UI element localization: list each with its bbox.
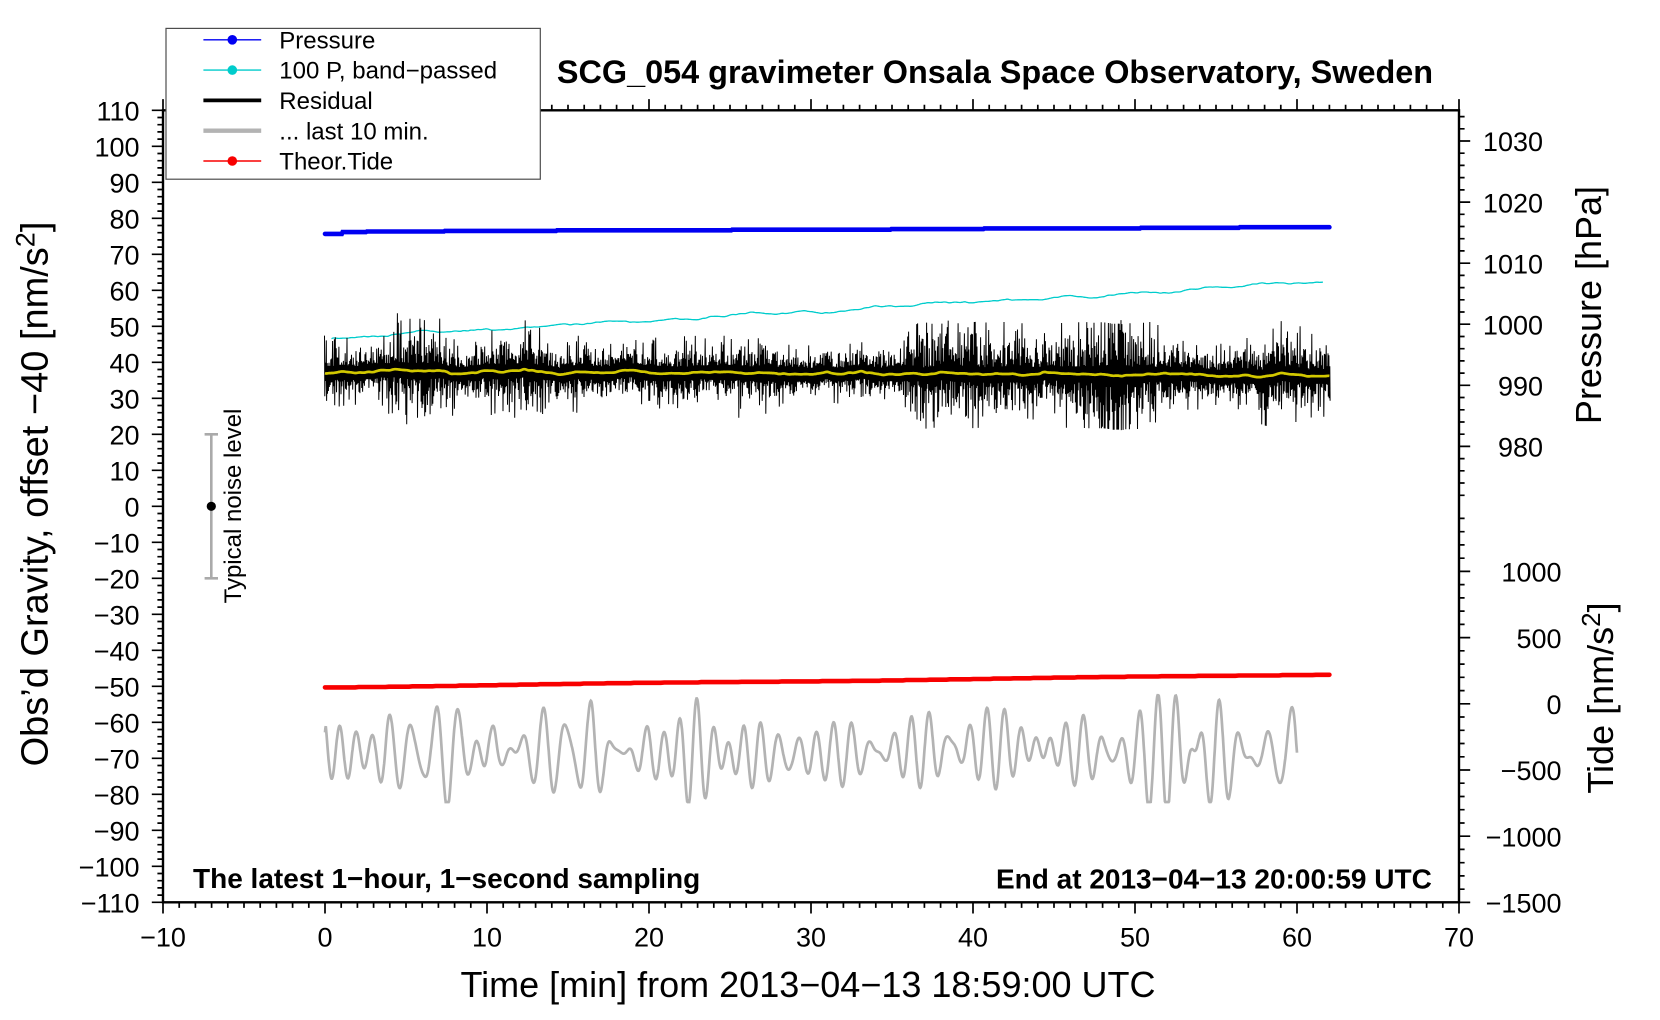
svg-text:−10: −10	[94, 529, 140, 559]
svg-text:50: 50	[109, 313, 139, 343]
svg-text:Obs’d Gravity, offset −40 [nm/: Obs’d Gravity, offset −40 [nm/s2]	[11, 222, 57, 767]
svg-text:Residual: Residual	[279, 88, 372, 115]
svg-text:Time [min] from 2013−04−13 18:: Time [min] from 2013−04−13 18:59:00 UTC	[460, 964, 1155, 1005]
svg-text:−80: −80	[94, 781, 140, 811]
svg-text:1000: 1000	[1501, 558, 1561, 588]
svg-text:80: 80	[109, 205, 139, 235]
svg-text:−1000: −1000	[1486, 822, 1562, 852]
svg-text:The latest 1−hour, 1−second sa: The latest 1−hour, 1−second sampling	[193, 863, 700, 894]
svg-text:40: 40	[109, 349, 139, 379]
svg-text:Tide [nm/s2]: Tide [nm/s2]	[1576, 602, 1621, 793]
svg-text:End at 2013−04−13 20:00:59 UTC: End at 2013−04−13 20:00:59 UTC	[996, 864, 1432, 895]
svg-text:−70: −70	[94, 745, 140, 775]
svg-text:60: 60	[109, 277, 139, 307]
svg-text:1030: 1030	[1483, 127, 1543, 157]
svg-text:−30: −30	[94, 601, 140, 631]
svg-text:−110: −110	[81, 889, 140, 919]
svg-text:20: 20	[109, 421, 139, 451]
svg-text:−60: −60	[94, 709, 140, 739]
svg-text:990: 990	[1498, 372, 1543, 402]
svg-text:0: 0	[124, 493, 139, 523]
svg-text:30: 30	[109, 385, 139, 415]
svg-text:10: 10	[109, 457, 139, 487]
svg-text:0: 0	[317, 923, 332, 953]
svg-text:0: 0	[1546, 690, 1561, 720]
svg-text:50: 50	[1120, 923, 1150, 953]
svg-text:... last 10 min.: ... last 10 min.	[279, 118, 428, 145]
svg-text:Typical noise level: Typical noise level	[220, 409, 247, 604]
svg-text:Theor.Tide: Theor.Tide	[279, 149, 393, 176]
svg-text:70: 70	[109, 241, 139, 271]
svg-text:SCG_054 gravimeter Onsala Spac: SCG_054 gravimeter Onsala Space Observat…	[557, 54, 1433, 90]
svg-text:−100: −100	[79, 853, 140, 883]
svg-text:70: 70	[1444, 923, 1474, 953]
svg-text:−1500: −1500	[1486, 889, 1562, 919]
svg-text:Pressure [hPa]: Pressure [hPa]	[1568, 186, 1609, 424]
svg-text:30: 30	[796, 923, 826, 953]
svg-text:−40: −40	[94, 637, 140, 667]
svg-text:1020: 1020	[1483, 188, 1543, 218]
svg-text:980: 980	[1498, 433, 1543, 463]
svg-text:−50: −50	[94, 673, 140, 703]
svg-text:1000: 1000	[1483, 310, 1543, 340]
svg-text:Pressure: Pressure	[279, 27, 375, 54]
svg-text:−10: −10	[140, 923, 186, 953]
svg-text:500: 500	[1516, 624, 1561, 654]
svg-text:100: 100	[94, 133, 139, 163]
svg-text:−90: −90	[94, 817, 140, 847]
svg-text:40: 40	[958, 923, 988, 953]
svg-text:110: 110	[96, 97, 139, 127]
svg-text:20: 20	[634, 923, 664, 953]
svg-text:−20: −20	[94, 565, 140, 595]
svg-text:90: 90	[109, 169, 139, 199]
svg-text:10: 10	[472, 923, 502, 953]
svg-text:1010: 1010	[1483, 249, 1543, 279]
svg-text:−500: −500	[1501, 756, 1562, 786]
svg-text:60: 60	[1282, 923, 1312, 953]
svg-text:100 P, band−passed: 100 P, band−passed	[279, 58, 497, 85]
